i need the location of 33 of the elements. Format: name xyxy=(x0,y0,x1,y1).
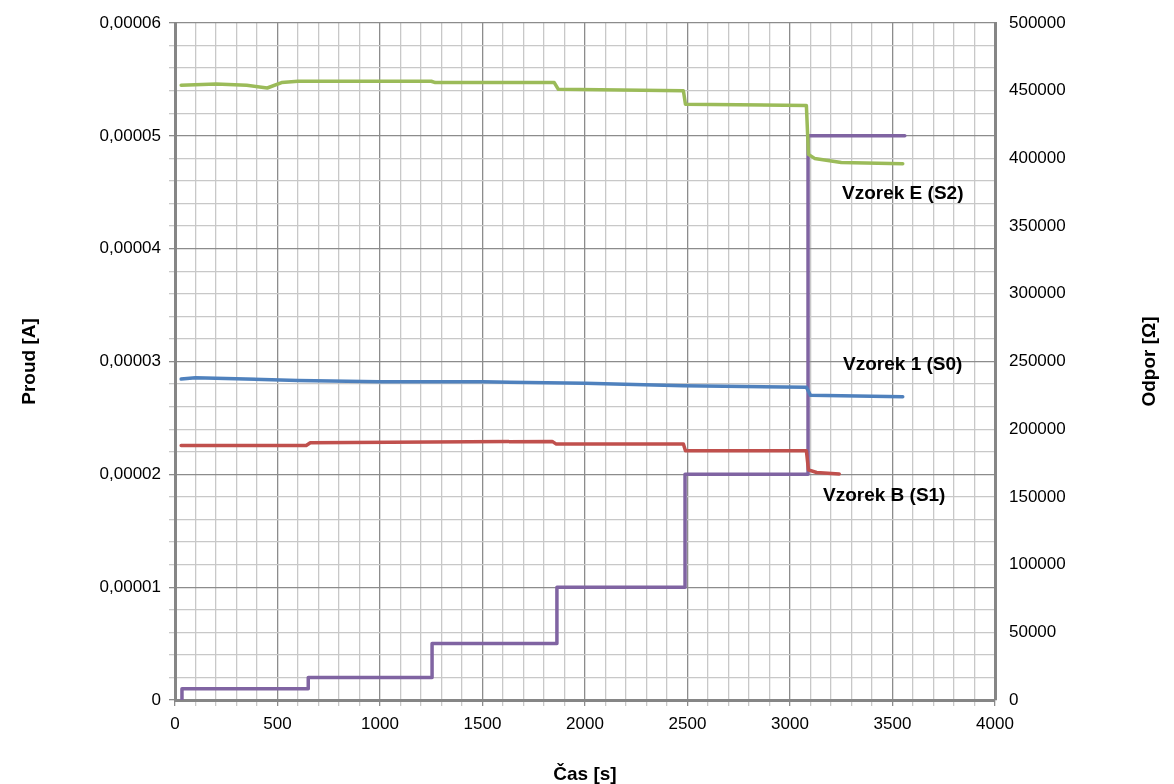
y2-tick-label: 50000 xyxy=(1009,621,1057,641)
y2-tick-label: 0 xyxy=(1009,689,1019,709)
y2-tick-label: 150000 xyxy=(1009,486,1066,506)
x-tick-label: 2000 xyxy=(566,713,604,733)
x-tick-label: 2500 xyxy=(668,713,707,733)
y-tick-label: 0,00001 xyxy=(99,576,161,596)
y-tick-label: 0,00005 xyxy=(99,125,161,145)
x-tick-label: 1500 xyxy=(463,713,502,733)
series-label: Vzorek B (S1) xyxy=(822,484,946,506)
x-tick-label: 500 xyxy=(263,713,292,733)
y2-tick-label: 250000 xyxy=(1009,351,1066,371)
x-tick-label: 4000 xyxy=(976,713,1014,733)
y-tick-label: 0,00004 xyxy=(99,238,161,258)
y2-axis-title: Odpor [Ω] xyxy=(1138,316,1160,407)
series-label: Vzorek 1 (S0) xyxy=(843,352,963,374)
x-tick-label: 3500 xyxy=(873,713,912,733)
y2-tick-label: 100000 xyxy=(1009,554,1066,574)
y2-tick-label: 500000 xyxy=(1009,12,1066,32)
x-tick-label: 0 xyxy=(170,713,180,733)
x-tick-label: 1000 xyxy=(361,713,399,733)
y-tick-label: 0 xyxy=(151,689,161,709)
x-axis-title: Čas [s] xyxy=(553,763,617,784)
y-axis-title: Proud [A] xyxy=(18,318,40,405)
x-tick-label: 3000 xyxy=(771,713,809,733)
y-tick-label: 0,00003 xyxy=(99,351,161,371)
y2-tick-label: 300000 xyxy=(1009,283,1066,303)
y2-tick-label: 350000 xyxy=(1009,215,1066,235)
y-tick-label: 0,00006 xyxy=(99,12,161,32)
y2-tick-label: 200000 xyxy=(1009,418,1066,438)
y-tick-label: 0,00002 xyxy=(99,464,161,484)
y2-tick-label: 450000 xyxy=(1009,80,1066,100)
y2-tick-label: 400000 xyxy=(1009,148,1066,168)
series-label: Vzorek E (S2) xyxy=(842,182,964,204)
